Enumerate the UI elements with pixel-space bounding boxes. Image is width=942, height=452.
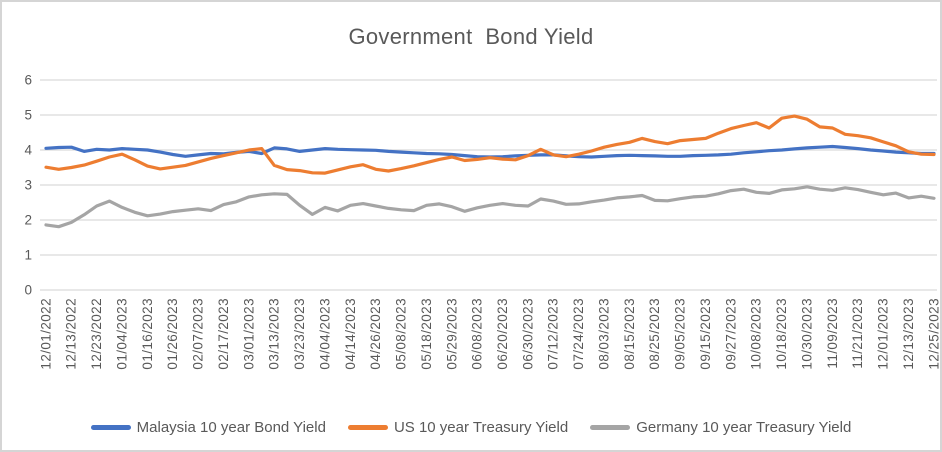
series-line-malaysia <box>44 144 936 159</box>
legend-label-malaysia: Malaysia 10 year Bond Yield <box>136 419 326 436</box>
chart-title: Government Bond Yield <box>348 24 594 49</box>
x-axis-tick-label: 06/20/2023 <box>495 298 510 370</box>
x-axis-tick-label: 05/29/2023 <box>444 298 459 370</box>
x-axis-tick-label: 01/26/2023 <box>165 298 180 370</box>
x-axis-tick-label: 09/15/2023 <box>698 298 713 370</box>
x-axis-tick-label: 03/13/2023 <box>267 298 282 370</box>
series-line-us <box>44 114 936 175</box>
x-axis-tick-label: 10/18/2023 <box>774 298 789 370</box>
y-axis-tick-label: 0 <box>24 283 32 298</box>
germany-line-swatch <box>590 425 631 430</box>
y-axis-tick-label: 3 <box>24 178 32 193</box>
y-axis-tick-label: 5 <box>24 108 32 123</box>
legend-item-malaysia: Malaysia 10 year Bond Yield <box>90 419 326 436</box>
x-axis-tick-label: 04/04/2023 <box>317 298 332 370</box>
x-axis-tick-label: 12/01/2022 <box>38 298 53 370</box>
x-axis-tick-label: 01/16/2023 <box>140 298 155 370</box>
x-axis-tick-label: 04/14/2023 <box>343 298 358 370</box>
y-axis-tick-label: 2 <box>24 213 32 228</box>
x-axis-tick-label: 10/08/2023 <box>749 298 764 370</box>
x-axis-tick-label: 08/15/2023 <box>622 298 637 370</box>
legend-item-germany: Germany 10 year Treasury Yield <box>590 420 851 435</box>
x-axis-tick-label: 12/13/2022 <box>64 298 79 370</box>
x-axis-tick-label: 08/25/2023 <box>647 298 662 370</box>
x-axis-tick-label: 06/30/2023 <box>520 298 535 370</box>
x-axis-tick-label: 12/01/2023 <box>876 298 891 370</box>
x-axis-tick-label: 02/17/2023 <box>216 298 231 370</box>
x-axis-tick-label: 02/07/2023 <box>191 298 206 370</box>
x-axis-tick-label: 04/26/2023 <box>368 298 383 370</box>
x-axis-tick-label: 03/23/2023 <box>292 298 307 370</box>
x-axis-tick-label: 08/03/2023 <box>596 298 611 370</box>
x-axis-tick-label: 03/01/2023 <box>241 298 256 370</box>
series-line-germany <box>44 185 936 229</box>
x-axis-tick-label: 12/25/2023 <box>926 298 941 370</box>
x-axis-tick-label: 11/21/2023 <box>850 298 865 369</box>
malaysia-line-swatch <box>90 425 131 430</box>
x-axis-tick-label: 10/30/2023 <box>799 298 814 370</box>
x-axis-tick-label: 07/24/2023 <box>571 298 586 370</box>
legend-item-us: US 10 year Treasury Yield <box>347 419 569 436</box>
legend: Malaysia 10 year Bond Yield US 10 year T… <box>2 420 940 435</box>
x-axis-tick-label: 09/05/2023 <box>673 298 688 370</box>
x-axis-tick-label: 01/04/2023 <box>114 298 129 370</box>
x-axis-tick-label: 07/12/2023 <box>546 298 561 370</box>
x-axis-tick-label: 05/08/2023 <box>394 298 409 370</box>
y-axis-tick-label: 1 <box>24 248 32 263</box>
legend-label-germany: Germany 10 year Treasury Yield <box>636 419 852 436</box>
x-axis-tick-label: 06/08/2023 <box>470 298 485 370</box>
x-axis-tick-label: 05/18/2023 <box>419 298 434 370</box>
x-axis-tick-label: 11/09/2023 <box>825 298 840 369</box>
y-axis-tick-label: 4 <box>24 143 32 158</box>
legend-label-us: US 10 year Treasury Yield <box>393 419 569 436</box>
x-axis-tick-label: 12/13/2023 <box>901 298 916 370</box>
us-line-swatch <box>347 425 388 430</box>
y-axis-tick-label: 6 <box>24 73 32 88</box>
x-axis-tick-label: 12/23/2022 <box>89 298 104 370</box>
x-axis-tick-label: 09/27/2023 <box>723 298 738 370</box>
